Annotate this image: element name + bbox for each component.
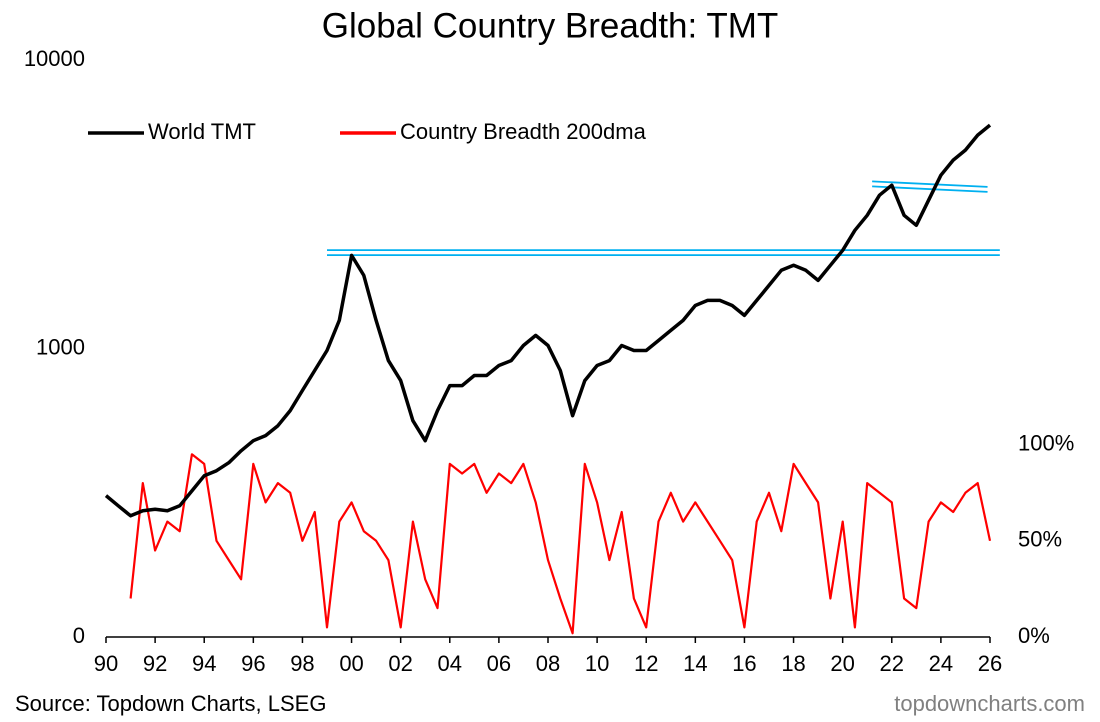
x-tick-label: 14 <box>683 651 707 676</box>
y2-tick-label: 50% <box>1018 527 1062 552</box>
y-tick-label: 1000 <box>36 334 85 359</box>
x-tick-label: 10 <box>585 651 609 676</box>
y-tick-label: 10000 <box>24 46 85 71</box>
x-tick-label: 02 <box>388 651 412 676</box>
x-tick-label: 26 <box>978 651 1002 676</box>
chart-title: Global Country Breadth: TMT <box>322 6 779 45</box>
x-tick-label: 04 <box>438 651 462 676</box>
x-tick-label: 22 <box>880 651 904 676</box>
y2-tick-label: 100% <box>1018 430 1074 455</box>
x-tick-label: 18 <box>781 651 805 676</box>
watermark: topdowncharts.com <box>894 691 1085 716</box>
x-tick-label: 24 <box>929 651 953 676</box>
x-tick-label: 92 <box>143 651 167 676</box>
x-tick-label: 98 <box>290 651 314 676</box>
source: Source: Topdown Charts, LSEG <box>15 691 326 716</box>
y-tick-label: 0 <box>73 623 85 648</box>
reference-line <box>872 180 988 188</box>
x-tick-label: 06 <box>487 651 511 676</box>
x-tick-label: 90 <box>94 651 118 676</box>
series-line <box>104 123 992 518</box>
legend-label: World TMT <box>148 119 256 144</box>
legend-label: Country Breadth 200dma <box>400 119 647 144</box>
x-tick-label: 20 <box>830 651 854 676</box>
y2-tick-label: 0% <box>1018 623 1050 648</box>
series-line <box>129 453 992 635</box>
x-tick-label: 08 <box>536 651 560 676</box>
x-tick-label: 16 <box>732 651 756 676</box>
x-tick-label: 00 <box>339 651 363 676</box>
x-tick-label: 12 <box>634 651 658 676</box>
x-tick-label: 94 <box>192 651 216 676</box>
x-tick-label: 96 <box>241 651 265 676</box>
